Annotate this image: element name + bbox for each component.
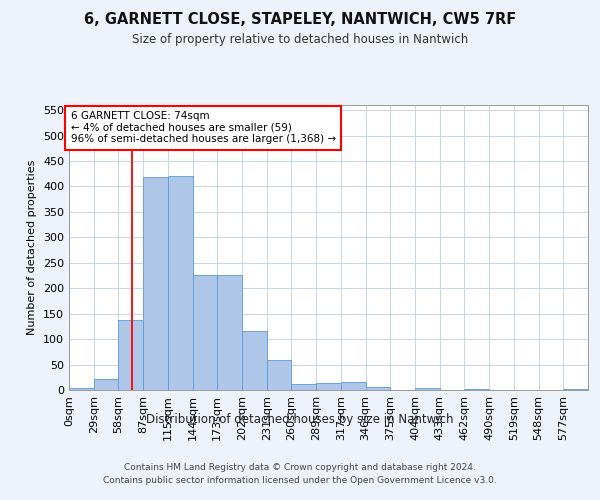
Bar [242,332,267,390]
Bar [341,382,365,390]
Bar [464,389,489,390]
Bar [69,388,94,390]
Bar [143,178,168,390]
Bar [415,388,440,390]
Bar [118,320,143,390]
Bar [267,360,292,390]
Text: Size of property relative to detached houses in Nantwich: Size of property relative to detached ho… [132,32,468,46]
Text: Contains public sector information licensed under the Open Government Licence v3: Contains public sector information licen… [103,476,497,485]
Bar [168,176,193,390]
Bar [94,379,118,390]
Bar [292,384,316,390]
Bar [193,275,217,390]
Text: 6, GARNETT CLOSE, STAPELEY, NANTWICH, CW5 7RF: 6, GARNETT CLOSE, STAPELEY, NANTWICH, CW… [84,12,516,28]
Bar [316,383,341,390]
Text: 6 GARNETT CLOSE: 74sqm
← 4% of detached houses are smaller (59)
96% of semi-deta: 6 GARNETT CLOSE: 74sqm ← 4% of detached … [71,111,336,144]
Text: Contains HM Land Registry data © Crown copyright and database right 2024.: Contains HM Land Registry data © Crown c… [124,462,476,471]
Bar [365,387,390,390]
Y-axis label: Number of detached properties: Number of detached properties [28,160,37,335]
Bar [217,275,242,390]
Text: Distribution of detached houses by size in Nantwich: Distribution of detached houses by size … [146,412,454,426]
Bar [563,389,588,390]
